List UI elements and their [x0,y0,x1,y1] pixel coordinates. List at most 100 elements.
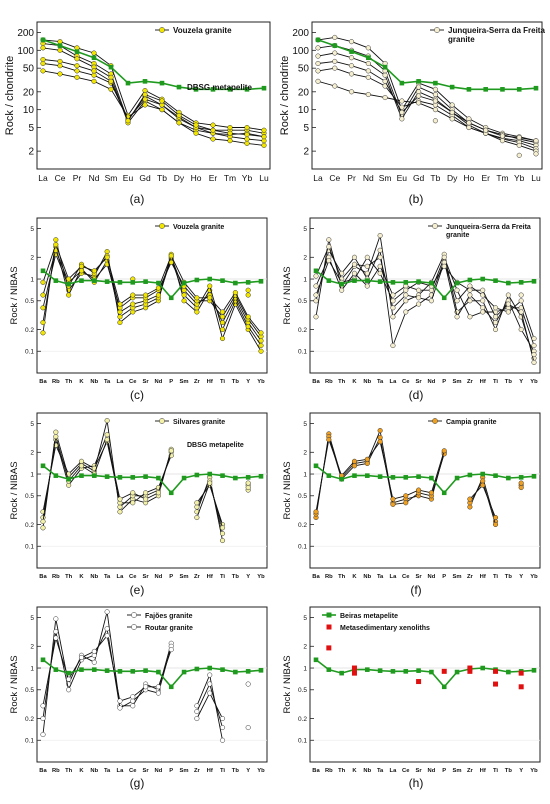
data-point [244,132,250,138]
x-tick-label: Sm [180,768,189,774]
plot-frame [36,412,268,569]
data-point [155,490,161,496]
y-tick-label: 0.2 [298,716,307,723]
data-point [66,676,72,682]
data-point [130,703,136,709]
data-point [332,34,338,40]
x-tick-label: Nb [363,768,371,774]
data-point [377,247,383,253]
x-tick-label: La [117,379,125,385]
y-tick-label: 100 [292,46,309,57]
data-point [326,437,332,443]
data-point [313,292,319,298]
reference-point [313,268,319,274]
data-point [78,268,85,274]
x-tick-label: Ce [402,379,410,385]
data-point [480,298,486,304]
x-tick-label: Nd [155,768,163,774]
reference-point [403,280,409,285]
reference-point [193,87,199,92]
x-tick-label: Y [519,768,523,774]
data-point [416,301,422,307]
x-tick-label: Sr [416,768,423,774]
y-tick-label: 50 [298,64,310,75]
reference-point [326,473,332,478]
reference-point [143,474,148,479]
reference-point [245,475,251,480]
x-tick-label: Gd [139,173,151,183]
data-point [219,530,226,537]
data-point [403,500,409,506]
data-point [315,60,321,67]
x-tick-label: Rb [325,574,333,580]
data-point [104,609,110,615]
reference-point [220,473,225,478]
x-tick-label: Ba [312,379,320,385]
data-point [78,263,85,269]
reference-point [390,475,396,480]
x-tick-label: Tm [496,173,508,183]
series-line [317,36,537,142]
x-tick-label: Sm [105,173,118,183]
reference-point [142,79,148,84]
reference-point [480,276,486,282]
x-tick-label: Ce [129,768,137,774]
x-tick-label: Ti [220,574,225,580]
x-tick-label: Sr [143,379,150,385]
reference-point [466,87,472,92]
legend-label: granite [446,232,469,239]
chart-panel-g: 5 2 1 0.5 0.2 0.1 Ba Rb Th K Nb Ta La Ce Sr Nd P Sm Zr Hf Ti… [9,606,268,790]
x-tick-label: K [79,768,84,774]
x-tick-label: P [169,768,173,774]
data-point [348,63,355,69]
data-point [155,285,161,291]
legend-marker [159,418,165,424]
data-point [467,314,473,320]
reference-point [53,278,59,283]
reference-point [493,278,498,283]
data-point [516,134,522,141]
data-point [332,58,338,64]
data-point [348,39,355,45]
reference-point [377,474,383,479]
x-tick-label: Zr [467,574,474,580]
data-point [40,715,46,722]
x-tick-label: Nd [155,574,163,580]
data-point [332,83,338,89]
plot-frame [309,412,541,569]
y-tick-label: 0.5 [25,687,34,694]
x-tick-label: Ba [39,768,47,774]
data-point [40,45,46,51]
chart-panel-h: 5 2 1 0.5 0.2 0.1 Ba Rb Th K Nb Ta La Ce Sr Nd P Sm Zr Hf Ti… [282,606,541,790]
x-tick-label: Tb [157,173,167,183]
data-point [207,690,213,696]
x-tick-label: Nb [90,574,98,580]
data-point [155,292,161,298]
data-point [467,283,473,289]
y-tick-label: 200 [17,28,34,39]
reference-point [245,280,251,285]
data-point [382,94,388,101]
x-tick-label: K [79,379,84,385]
x-tick-label: Ta [104,379,111,385]
reference-point [104,668,110,673]
data-point [351,270,358,276]
reference-point [233,280,238,286]
data-point [505,309,511,315]
x-tick-label: Lu [259,173,269,183]
data-point [313,298,319,304]
data-point [348,71,355,77]
data-point [108,78,114,84]
legend-label: Silvares granite [173,419,225,426]
data-point [480,309,486,315]
data-point [104,626,110,632]
panel-label: (a) [130,192,145,206]
data-point [245,681,251,687]
x-tick-label: Zr [467,768,474,774]
xenolith-point [467,668,473,674]
data-point [210,136,216,142]
data-point [518,298,524,304]
data-point [207,283,213,289]
reference-point [130,669,136,674]
data-point [194,295,200,301]
